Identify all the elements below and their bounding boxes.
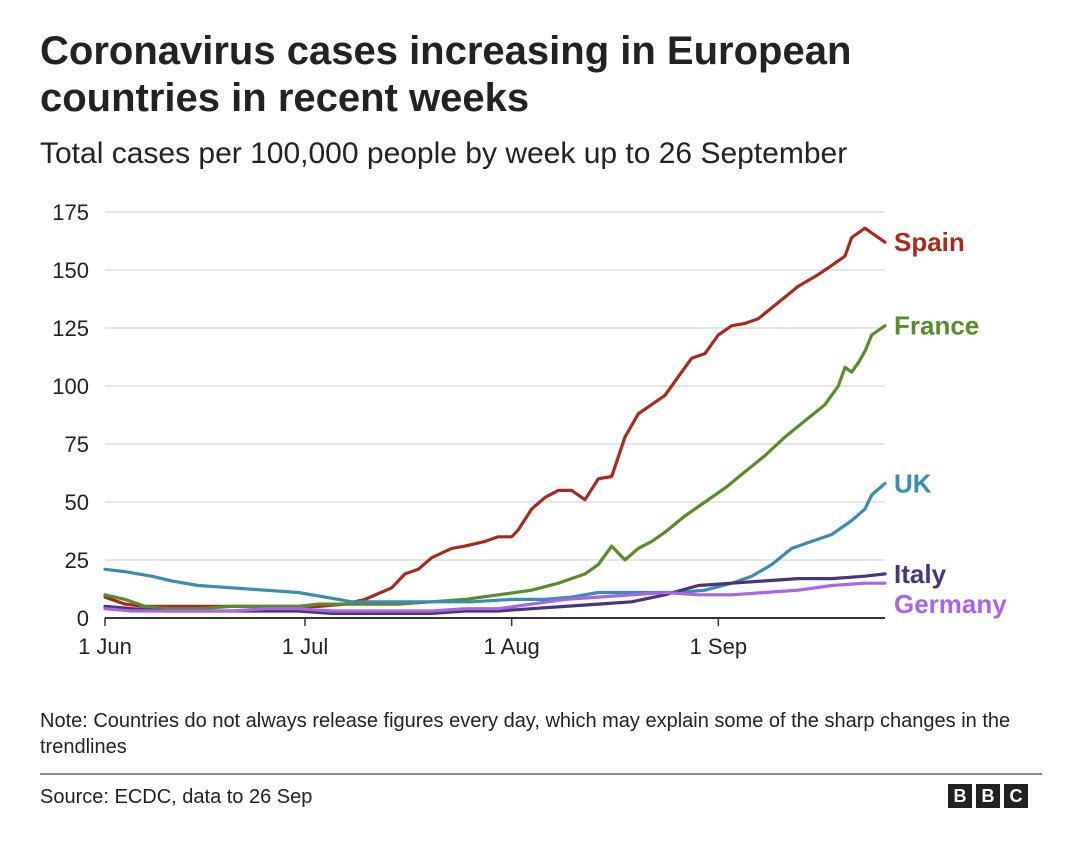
bbc-logo: B B C <box>948 784 1028 808</box>
footer-divider <box>40 773 1042 775</box>
series-line-france <box>103 324 887 611</box>
y-axis-ticks: 0 25 50 75 100 125 150 175 <box>52 200 89 631</box>
series-lines <box>103 226 887 615</box>
y-tick-label: 100 <box>52 374 89 399</box>
y-tick-label: 75 <box>65 432 89 457</box>
chart-note: Note: Countries do not always release fi… <box>40 710 1011 758</box>
y-tick-label: 50 <box>65 490 89 515</box>
series-label-italy: Italy <box>894 559 947 589</box>
series-label-france: France <box>894 311 979 341</box>
chart-title: Coronavirus cases increasing in European… <box>40 29 852 120</box>
bbc-logo-block: C <box>1004 784 1028 808</box>
chart-subtitle: Total cases per 100,000 people by week u… <box>40 137 848 170</box>
x-tick-label: 1 Jun <box>78 634 132 659</box>
x-tick-label: 1 Aug <box>484 634 540 659</box>
series-label-spain: Spain <box>894 227 965 257</box>
y-tick-label: 175 <box>52 200 89 225</box>
series-label-germany: Germany <box>894 589 1007 619</box>
x-tick-label: 1 Sep <box>690 634 748 659</box>
y-tick-label: 125 <box>52 316 89 341</box>
series-line-germany <box>103 581 887 613</box>
y-tick-label: 25 <box>65 548 89 573</box>
bbc-logo-block: B <box>976 784 1000 808</box>
series-line-spain <box>103 226 887 608</box>
source-text: Source: ECDC, data to 26 Sep <box>40 786 313 808</box>
line-chart: 0 25 50 75 100 125 150 175 1 Jun 1 Jul 1 Aug 1 Sep… <box>52 200 1007 659</box>
gridlines <box>105 211 885 619</box>
series-line-uk <box>103 481 887 604</box>
series-label-uk: UK <box>894 468 932 498</box>
x-tick-label: 1 Jul <box>282 634 328 659</box>
y-tick-label: 0 <box>77 606 89 631</box>
y-tick-label: 150 <box>52 258 89 283</box>
bbc-logo-block: B <box>948 784 972 808</box>
x-axis-ticks: 1 Jun 1 Jul 1 Aug 1 Sep <box>78 618 747 659</box>
